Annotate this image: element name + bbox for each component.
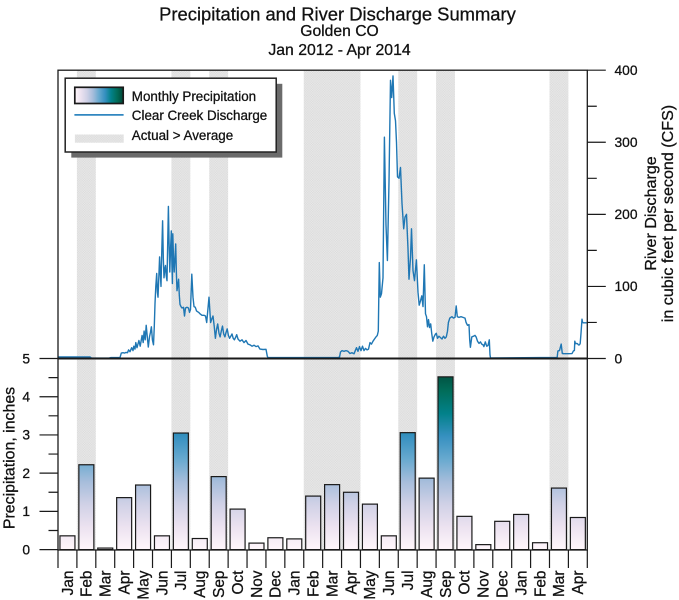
svg-text:Actual > Average: Actual > Average [132,128,233,143]
svg-text:Nov: Nov [476,570,493,598]
svg-text:200: 200 [615,207,638,222]
svg-text:Jul: Jul [400,571,417,591]
svg-text:2: 2 [22,466,30,481]
svg-text:Apr: Apr [116,571,133,595]
svg-text:Clear Creek Discharge: Clear Creek Discharge [132,108,267,123]
svg-text:Mar: Mar [551,571,568,598]
svg-text:Jan: Jan [287,571,304,596]
svg-text:100: 100 [615,279,638,294]
svg-text:3: 3 [22,428,30,443]
svg-text:Aug: Aug [419,571,436,598]
svg-text:300: 300 [615,135,638,150]
svg-text:Monthly Precipitation: Monthly Precipitation [132,89,256,104]
svg-text:Dec: Dec [268,570,285,598]
svg-text:400: 400 [615,63,638,78]
svg-text:Sep: Sep [211,571,228,598]
svg-text:5: 5 [22,351,30,366]
svg-text:Oct: Oct [230,570,247,595]
svg-text:Mar: Mar [98,571,115,598]
svg-text:River Discharge: River Discharge [642,156,660,271]
svg-text:0: 0 [22,542,30,557]
svg-text:Feb: Feb [306,571,323,598]
svg-text:Jan 2012 - Apr 2014: Jan 2012 - Apr 2014 [268,42,410,59]
svg-text:4: 4 [22,390,30,405]
svg-text:0: 0 [615,351,623,366]
svg-text:Feb: Feb [79,571,96,598]
svg-text:Apr: Apr [570,571,587,595]
svg-text:May: May [362,570,379,599]
svg-text:Apr: Apr [343,571,360,595]
svg-text:Sep: Sep [438,571,455,598]
svg-text:Jan: Jan [513,571,530,596]
svg-text:Nov: Nov [249,570,266,598]
svg-text:Jul: Jul [173,571,190,591]
svg-text:Golden CO: Golden CO [300,23,378,40]
svg-text:May: May [135,570,152,599]
svg-text:Mar: Mar [324,571,341,598]
svg-text:Jun: Jun [154,571,171,596]
svg-text:Jan: Jan [60,571,77,596]
svg-text:Precipitation and River Discha: Precipitation and River Discharge Summar… [159,3,517,24]
svg-text:Feb: Feb [532,571,549,598]
svg-text:Precipitation, inches: Precipitation, inches [1,387,18,529]
svg-text:Jun: Jun [381,571,398,596]
svg-text:1: 1 [22,504,30,519]
svg-text:Dec: Dec [495,570,512,598]
svg-text:in cubic feet per second (CFS): in cubic feet per second (CFS) [659,105,677,322]
svg-text:Oct: Oct [457,570,474,595]
svg-text:Aug: Aug [192,571,209,598]
